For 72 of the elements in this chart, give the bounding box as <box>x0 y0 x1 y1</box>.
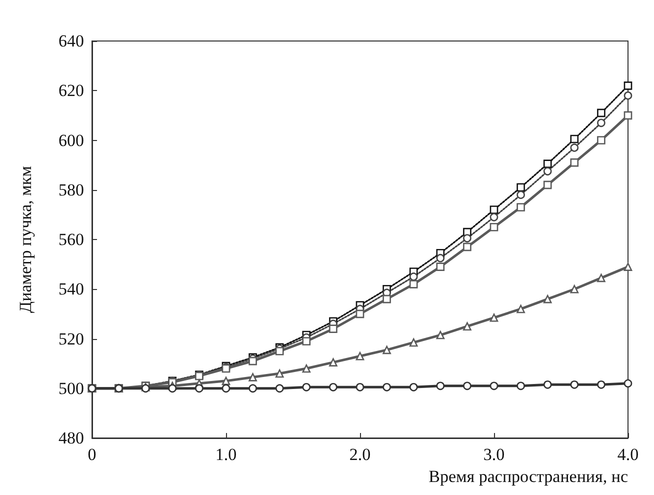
y-tick-label: 560 <box>58 230 84 249</box>
point <box>436 382 445 390</box>
point <box>490 222 498 232</box>
y-tick-label: 580 <box>58 180 84 200</box>
point <box>543 380 552 389</box>
point <box>516 190 525 199</box>
y-tick-label: 520 <box>58 329 84 348</box>
point <box>624 111 632 120</box>
point <box>409 272 418 281</box>
point <box>195 384 204 393</box>
point <box>516 304 525 314</box>
point <box>302 382 311 392</box>
point <box>275 347 284 356</box>
point <box>329 324 338 333</box>
point <box>570 134 579 144</box>
y-tick-label: 640 <box>58 32 84 50</box>
point <box>356 310 364 318</box>
point <box>409 338 418 347</box>
y-axis-title: Диаметр пучка, мкм <box>16 166 35 313</box>
point <box>597 108 606 118</box>
point <box>597 118 606 128</box>
point <box>490 206 498 214</box>
x-axis-title: Время распространения, нс <box>428 467 628 486</box>
point <box>382 382 391 392</box>
point <box>463 242 472 252</box>
y-tick-label: 500 <box>58 378 84 398</box>
point <box>463 382 472 390</box>
x-tick-label: 4.0 <box>617 445 639 464</box>
x-tick-label: 3.0 <box>483 445 505 464</box>
y-tick-label: 540 <box>58 280 84 299</box>
point <box>409 280 418 288</box>
point <box>490 213 498 222</box>
point <box>543 294 552 304</box>
point <box>516 382 525 390</box>
x-tick-label: 0 <box>88 445 96 464</box>
point <box>436 262 445 271</box>
y-tick-label: 480 <box>58 428 84 448</box>
point <box>624 379 632 388</box>
point <box>543 180 552 190</box>
point <box>436 330 445 340</box>
x-tick-label: 1.0 <box>215 445 237 464</box>
point <box>597 274 606 282</box>
point <box>516 203 525 212</box>
point <box>302 337 311 346</box>
point <box>516 183 525 192</box>
point <box>222 384 230 393</box>
point <box>570 158 579 167</box>
point <box>570 144 579 152</box>
point <box>409 382 418 392</box>
y-tick-label: 620 <box>58 81 84 100</box>
point <box>597 136 606 144</box>
point <box>248 356 257 366</box>
point <box>302 364 311 373</box>
point <box>382 294 391 304</box>
point <box>490 382 498 390</box>
point <box>543 167 552 176</box>
point <box>543 160 552 168</box>
point <box>597 380 606 389</box>
point <box>356 382 364 392</box>
point <box>463 234 472 242</box>
point <box>329 382 338 392</box>
y-tick-label: 600 <box>58 130 84 150</box>
point <box>275 369 284 378</box>
point <box>168 384 177 393</box>
point <box>436 254 445 262</box>
point <box>624 82 632 90</box>
point <box>248 384 257 393</box>
point <box>570 380 579 389</box>
point <box>275 384 284 393</box>
point <box>382 346 391 354</box>
x-tick-label: 2.0 <box>349 445 371 464</box>
point <box>624 91 632 100</box>
